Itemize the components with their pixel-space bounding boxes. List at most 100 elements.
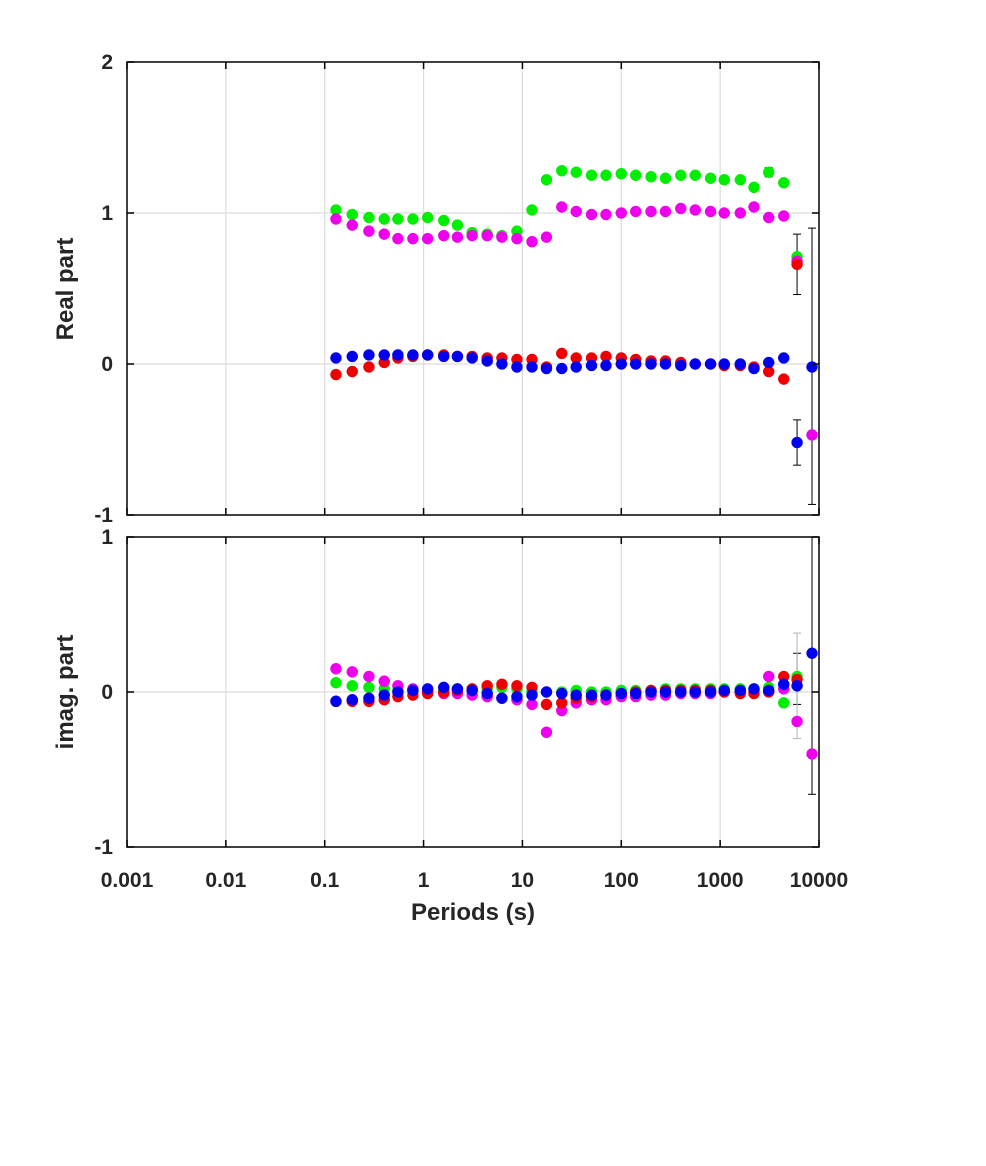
data-point	[526, 204, 538, 216]
data-point	[778, 678, 790, 690]
real-part-axes-box	[126, 61, 820, 516]
data-point	[645, 171, 657, 183]
data-point	[762, 684, 775, 697]
data-point	[704, 358, 717, 370]
data-point	[451, 231, 464, 243]
data-point	[407, 232, 419, 245]
data-point	[600, 208, 612, 221]
data-point	[629, 205, 642, 218]
data-point	[540, 726, 553, 739]
data-point	[629, 687, 642, 700]
data-point	[451, 219, 464, 231]
x-tick-label: 0.001	[101, 869, 154, 892]
data-point	[615, 687, 628, 700]
data-point	[363, 349, 375, 361]
data-point	[659, 205, 672, 218]
x-axis-label: Periods (s)	[411, 899, 535, 926]
data-point	[689, 169, 701, 181]
data-point	[392, 349, 404, 361]
data-point	[675, 202, 687, 215]
data-point	[511, 232, 523, 245]
data-point	[675, 169, 687, 181]
data-point	[526, 235, 538, 248]
data-point	[778, 352, 790, 364]
data-point	[718, 174, 730, 186]
data-point	[675, 686, 687, 698]
data-point	[330, 695, 342, 708]
data-point	[615, 358, 628, 370]
data-point	[511, 690, 523, 703]
data-point	[363, 225, 375, 237]
data-point	[330, 352, 342, 364]
data-point	[791, 258, 803, 271]
data-point	[421, 349, 434, 361]
data-point	[511, 680, 523, 692]
data-point	[438, 350, 450, 363]
data-point	[438, 214, 450, 227]
y-tick-label: -1	[94, 504, 113, 527]
data-point	[346, 219, 359, 231]
imag-part-points	[330, 647, 818, 760]
data-point	[526, 689, 538, 701]
data-point	[511, 361, 523, 373]
data-point	[540, 362, 553, 375]
data-point	[748, 362, 760, 375]
data-point	[718, 684, 730, 697]
data-point	[378, 349, 390, 361]
data-point	[645, 205, 657, 218]
data-point	[748, 181, 760, 194]
data-point	[526, 361, 538, 373]
data-point	[778, 373, 790, 385]
data-point	[734, 358, 747, 370]
data-point	[734, 207, 747, 219]
data-point	[438, 681, 450, 694]
data-point	[496, 231, 508, 243]
data-point	[704, 205, 717, 218]
data-point	[645, 358, 657, 370]
data-point	[806, 429, 818, 441]
data-point	[540, 231, 553, 243]
data-point	[466, 229, 478, 242]
x-tick-label: 1	[418, 869, 430, 892]
data-point	[806, 647, 818, 659]
data-point	[378, 228, 390, 240]
data-point	[363, 692, 375, 704]
data-point	[689, 204, 701, 216]
real-part-ylabel: Real part	[52, 238, 79, 341]
data-point	[645, 686, 657, 698]
data-point	[330, 663, 342, 675]
x-tick-label: 100	[604, 869, 639, 892]
data-point	[496, 678, 508, 690]
y-tick-label: -1	[94, 836, 113, 859]
data-point	[778, 697, 790, 709]
data-point	[330, 676, 342, 689]
data-point	[762, 166, 775, 178]
data-point	[762, 356, 775, 369]
data-point	[718, 358, 730, 370]
data-point	[346, 666, 359, 678]
data-point	[346, 680, 359, 692]
imag-part-ylabel: imag. part	[52, 635, 79, 750]
data-point	[806, 748, 818, 760]
data-point	[585, 208, 598, 221]
data-point	[585, 169, 598, 181]
data-point	[407, 213, 419, 225]
data-point	[585, 359, 598, 372]
data-point	[762, 211, 775, 224]
data-point	[629, 358, 642, 370]
data-point	[734, 684, 747, 697]
data-point	[791, 436, 803, 449]
x-tick-label: 10000	[790, 869, 848, 892]
data-point	[675, 359, 687, 372]
data-point	[585, 689, 598, 701]
data-point	[659, 686, 672, 698]
data-point	[615, 167, 628, 180]
real-part-points	[330, 164, 818, 449]
data-point	[556, 201, 568, 213]
y-tick-label: 1	[101, 202, 113, 225]
data-point	[791, 715, 803, 728]
data-point	[346, 350, 359, 363]
data-point	[346, 365, 359, 378]
data-point	[570, 361, 582, 373]
data-point	[748, 201, 760, 213]
